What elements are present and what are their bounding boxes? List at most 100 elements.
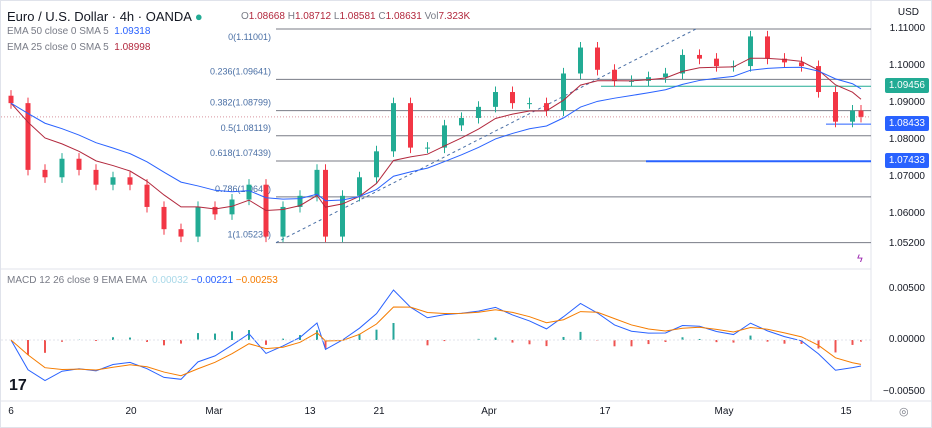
candle: [110, 177, 116, 185]
macd-histogram-bar: [817, 340, 820, 349]
candle: [323, 169, 328, 237]
candle: [663, 73, 668, 78]
fib-level-label: 0.236(1.09641): [210, 66, 271, 76]
x-tick: May: [714, 406, 734, 417]
macd-histogram-bar: [112, 337, 114, 340]
candle: [578, 47, 583, 74]
candle: [816, 66, 821, 93]
candle: [476, 106, 481, 118]
candle: [297, 195, 303, 207]
macd-histogram-bar: [214, 333, 216, 340]
candle: [178, 229, 184, 237]
fib-trendline: [275, 28, 697, 244]
candle: [93, 169, 99, 185]
candle: [425, 147, 430, 149]
tradingview-logo[interactable]: 17: [9, 377, 27, 394]
fib-level-label: 0(1.11001): [228, 32, 271, 42]
macd-histogram-bar: [231, 331, 233, 340]
candle: [782, 58, 787, 63]
candle: [374, 151, 379, 178]
lightning-icon[interactable]: ϟ: [857, 253, 863, 265]
candle: [612, 69, 617, 81]
macd-histogram-bar: [95, 340, 97, 341]
candle: [212, 206, 218, 215]
candle: [714, 58, 719, 67]
signal-line: [10, 306, 862, 377]
fib-level-label: 1(1.05237): [227, 230, 271, 240]
candle: [765, 36, 770, 59]
ema25-legend[interactable]: EMA 25 close 0 SMA 5 1.08998: [7, 42, 151, 53]
macd-legend[interactable]: MACD 12 26 close 9 EMA EMA 0.00032 −0.00…: [7, 275, 278, 286]
macd-line: [10, 289, 862, 382]
macd-histogram-bar: [27, 340, 29, 355]
macd-histogram-bar: [477, 338, 480, 340]
candle: [527, 103, 532, 105]
x-tick: 20: [125, 406, 137, 417]
price-tag: 1.07433: [884, 153, 929, 169]
candle: [144, 184, 150, 207]
candle: [493, 92, 498, 107]
candle: [544, 103, 549, 111]
macd-histogram-bar: [197, 333, 199, 340]
candle: [561, 73, 566, 111]
candle: [127, 177, 133, 185]
price-tick: 1.05200: [888, 238, 925, 249]
candle: [629, 80, 634, 82]
candle: [408, 103, 413, 148]
macd-histogram-bar: [494, 337, 497, 340]
x-tick: 6: [8, 406, 14, 417]
candle: [195, 206, 201, 237]
candle: [850, 110, 855, 122]
macd-histogram-bar: [613, 340, 616, 347]
x-tick: 17: [599, 406, 611, 417]
fib-level-label: 0.382(1.08799): [210, 98, 271, 108]
fib-level-label: 0.618(1.07439): [210, 148, 271, 158]
candle: [59, 158, 65, 178]
macd-histogram-bar: [732, 340, 735, 343]
candle: [833, 92, 838, 122]
price-tick: 1.09000: [888, 97, 925, 109]
macd-histogram-bar: [860, 340, 862, 342]
macd-histogram-bar: [749, 335, 752, 340]
price-tag: 1.08433: [884, 116, 929, 132]
macd-histogram-bar: [783, 340, 786, 344]
price-tick: 1.11000: [889, 23, 925, 34]
candle: [697, 54, 702, 59]
ohlc-readout: O1.08668 H1.08712 L1.08581 C1.08631 Vol7…: [241, 11, 471, 22]
macd-histogram-bar: [834, 340, 837, 353]
ema25-line: [10, 57, 862, 212]
macd-histogram-bar: [715, 340, 718, 343]
candle: [229, 199, 235, 215]
candle: [858, 110, 864, 117]
price-tag: 1.09456: [884, 78, 929, 94]
ema50-legend[interactable]: EMA 50 close 0 SMA 5 1.09318: [7, 26, 151, 37]
macd-histogram-bar: [647, 340, 650, 345]
candle: [8, 95, 14, 104]
x-tick: 21: [373, 406, 385, 417]
candle: [748, 36, 753, 67]
candle: [340, 195, 345, 237]
macd-histogram-bar: [163, 340, 165, 346]
candle: [799, 62, 804, 67]
candle: [595, 47, 600, 70]
macd-histogram-bar: [265, 340, 267, 345]
chart-title: Euro / U.S. Dollar · 4h · OANDA ●: [7, 9, 203, 24]
macd-histogram-bar: [630, 340, 633, 347]
x-tick: 13: [304, 406, 316, 417]
price-tick: 1.10000: [888, 60, 925, 72]
candle: [314, 169, 320, 196]
candle: [161, 206, 167, 230]
macd-histogram-bar: [698, 338, 701, 340]
macd-histogram-bar: [392, 322, 395, 340]
settings-icon[interactable]: ◎: [899, 406, 909, 418]
macd-tick: 0.00000: [888, 334, 925, 345]
ema50-line: [10, 66, 862, 202]
macd-histogram-bar: [545, 340, 548, 347]
macd-histogram-bar: [851, 340, 854, 345]
macd-histogram-bar: [146, 340, 148, 342]
macd-histogram-bar: [316, 330, 318, 340]
currency-label[interactable]: USD: [897, 7, 919, 18]
candle: [280, 206, 286, 237]
